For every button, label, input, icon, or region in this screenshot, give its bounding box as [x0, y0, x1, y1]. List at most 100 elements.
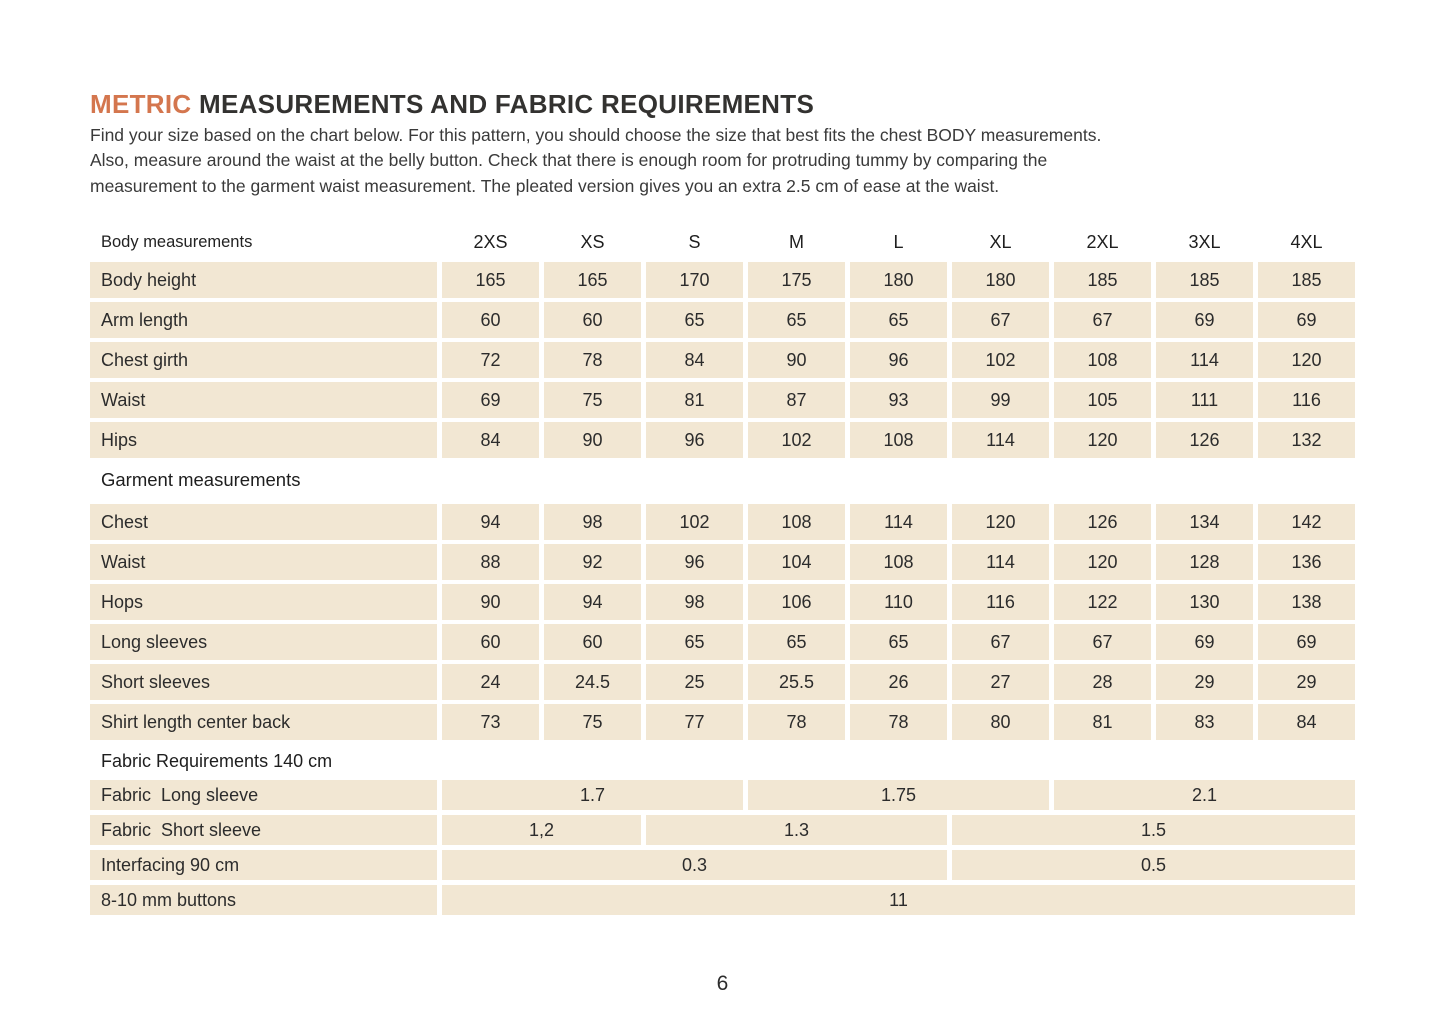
value-cell: 65: [646, 624, 743, 660]
row-label: Fabric Long sleeve: [90, 780, 437, 810]
value-cell: 102: [952, 342, 1049, 378]
table-row: Shirt length center back 73 75 77 78 78 80 81 83…: [90, 704, 1357, 740]
size-column-header: 3XL: [1188, 231, 1221, 252]
value-cell: 29: [1258, 664, 1355, 700]
section-heading: Garment measurements: [101, 469, 301, 490]
section-heading: Fabric Requirements 140 cm: [101, 750, 333, 771]
table-row: Chest girth 72 78 84 90 96 102 108 114 120: [90, 342, 1357, 378]
value-cell: 90: [544, 422, 641, 458]
value-cell: 83: [1156, 704, 1253, 740]
value-cell: 81: [646, 382, 743, 418]
page-title-rest: MEASUREMENTS AND FABRIC REQUIREMENTS: [199, 89, 815, 119]
value-cell: 0.3: [442, 850, 947, 880]
row-label: Chest: [90, 504, 437, 540]
value-cell: 69: [1156, 302, 1253, 338]
value-cell: 67: [952, 302, 1049, 338]
value-cell: 98: [646, 584, 743, 620]
value-cell: 114: [1156, 342, 1253, 378]
value-cell: 80: [952, 704, 1049, 740]
value-cell: 180: [952, 262, 1049, 298]
table-row: Interfacing 90 cm 0.3 0.5: [90, 850, 1357, 880]
value-cell: 84: [646, 342, 743, 378]
page-number: 6: [716, 972, 729, 995]
value-cell: 116: [952, 584, 1049, 620]
value-cell: 75: [544, 704, 641, 740]
intro-line: Also, measure around the waist at the be…: [90, 150, 1048, 171]
value-cell: 96: [646, 422, 743, 458]
value-cell: 126: [1156, 422, 1253, 458]
value-cell: 114: [952, 422, 1049, 458]
value-cell: 24.5: [544, 664, 641, 700]
value-cell: 110: [850, 584, 947, 620]
intro-paragraph: Find your size based on the chart below.…: [90, 123, 1370, 199]
size-column-header: 2XS: [473, 231, 508, 252]
value-cell: 60: [442, 624, 539, 660]
value-cell: 67: [1054, 302, 1151, 338]
value-cell: 96: [646, 544, 743, 580]
value-cell: 72: [442, 342, 539, 378]
value-cell: 69: [442, 382, 539, 418]
table-row: Arm length 60 60 65 65 65 67 67 69 69: [90, 302, 1357, 338]
table-row: Long sleeves 60 60 65 65 65 67 67 69 69: [90, 624, 1357, 660]
value-cell: 108: [748, 504, 845, 540]
value-cell: 114: [850, 504, 947, 540]
value-cell: 65: [748, 624, 845, 660]
value-cell: 180: [850, 262, 947, 298]
value-cell: 78: [544, 342, 641, 378]
value-cell: 142: [1258, 504, 1355, 540]
value-cell: 185: [1258, 262, 1355, 298]
value-cell: 60: [544, 624, 641, 660]
value-cell: 81: [1054, 704, 1151, 740]
row-label: Interfacing 90 cm: [90, 850, 437, 880]
intro-line: Find your size based on the chart below.…: [90, 125, 1102, 145]
value-cell: 120: [952, 504, 1049, 540]
value-cell: 108: [1054, 342, 1151, 378]
value-cell: 111: [1156, 382, 1253, 418]
table-row: Short sleeves 24 24.5 25 25.5 26 27 28 29 29: [90, 664, 1357, 700]
value-cell: 108: [850, 544, 947, 580]
value-cell: 73: [442, 704, 539, 740]
table-row: Fabric Long sleeve 1.7 1.75 2.1: [90, 780, 1357, 810]
value-cell: 65: [850, 302, 947, 338]
value-cell: 92: [544, 544, 641, 580]
size-column-header: XL: [989, 231, 1012, 252]
value-cell: 69: [1156, 624, 1253, 660]
value-cell: 1.7: [442, 780, 743, 810]
value-cell: 69: [1258, 624, 1355, 660]
row-label: Waist: [90, 544, 437, 580]
value-cell: 29: [1156, 664, 1253, 700]
value-cell: 122: [1054, 584, 1151, 620]
value-cell: 94: [442, 504, 539, 540]
value-cell: 185: [1156, 262, 1253, 298]
value-cell: 65: [748, 302, 845, 338]
value-cell: 78: [748, 704, 845, 740]
row-label: Arm length: [90, 302, 437, 338]
value-cell: 77: [646, 704, 743, 740]
value-cell: 128: [1156, 544, 1253, 580]
value-cell: 136: [1258, 544, 1355, 580]
value-cell: 90: [442, 584, 539, 620]
value-cell: 114: [952, 544, 1049, 580]
value-cell: 102: [748, 422, 845, 458]
size-column-header: S: [688, 231, 701, 252]
value-cell: 67: [1054, 624, 1151, 660]
value-cell: 0.5: [952, 850, 1355, 880]
value-cell: 65: [850, 624, 947, 660]
table-row: Body measurements 2XS XS S M L XL 2XL 3XL 4XL: [90, 224, 1357, 260]
size-column-header: 2XL: [1086, 231, 1119, 252]
intro-line: measurement to the garment waist measure…: [90, 175, 1000, 196]
value-cell: 105: [1054, 382, 1151, 418]
size-table: Body measurements 2XS XS S M L XL 2XL 3XL 4XL Body…: [90, 224, 1357, 920]
value-cell: 185: [1054, 262, 1151, 298]
value-cell: 134: [1156, 504, 1253, 540]
table-row: Body height 165 165 170 175 180 180 185 185 185: [90, 262, 1357, 298]
value-cell: 11: [442, 885, 1355, 915]
value-cell: 25: [646, 664, 743, 700]
value-cell: 99: [952, 382, 1049, 418]
value-cell: 170: [646, 262, 743, 298]
page-title-highlight: METRIC: [90, 89, 192, 119]
value-cell: 65: [646, 302, 743, 338]
table-row: Garment measurements: [90, 464, 1357, 496]
value-cell: 88: [442, 544, 539, 580]
